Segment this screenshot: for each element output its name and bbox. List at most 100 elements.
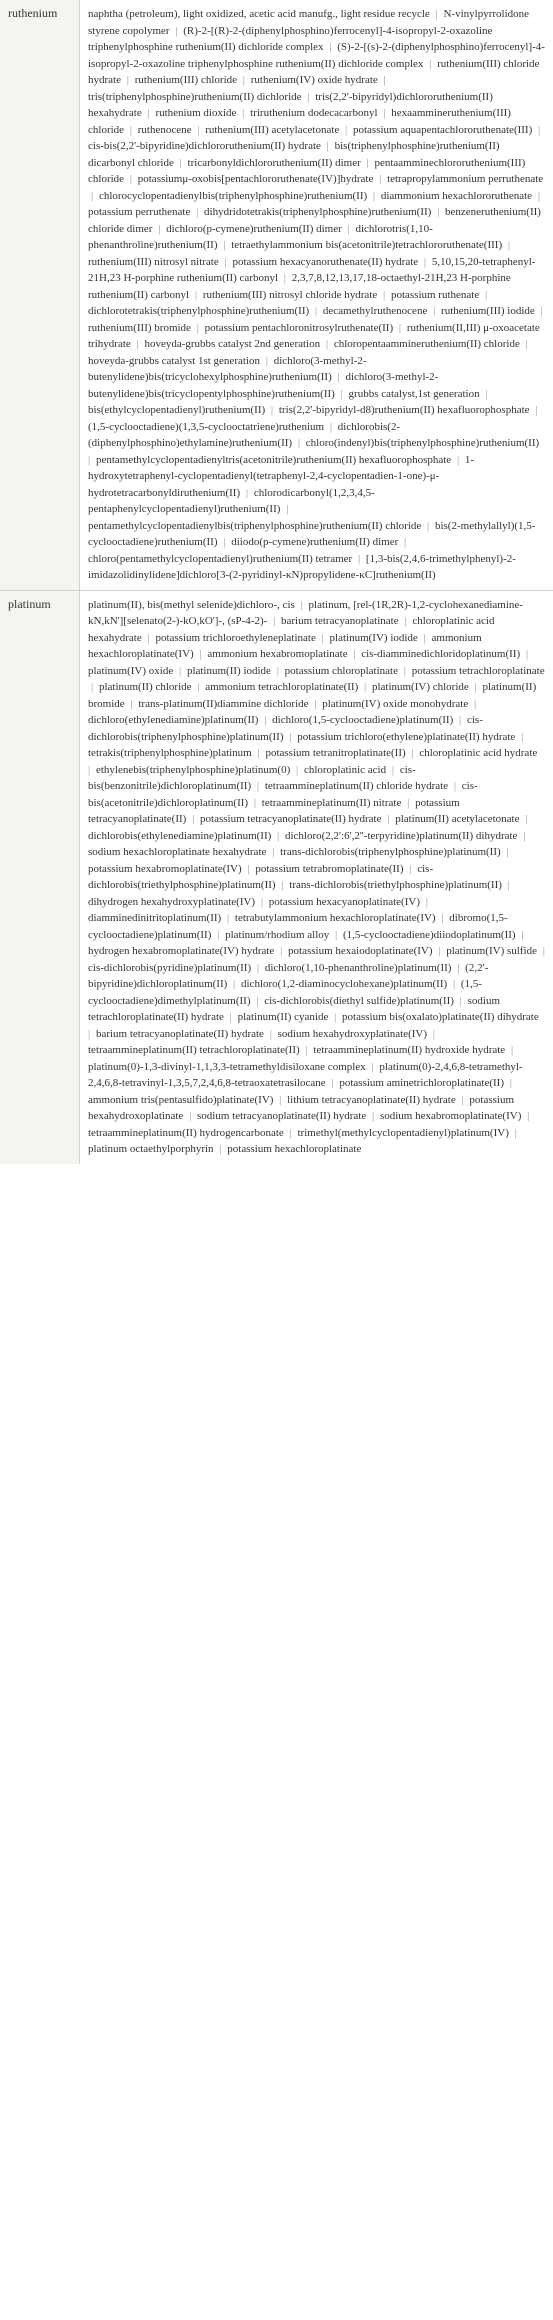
compound-item: potassium hexacyanoplatinate(IV): [269, 896, 420, 908]
compound-item: cis-dichlorobis(diethyl sulfide)platinum…: [264, 995, 454, 1007]
compound-item: ammonium tris(pentasulfido)platinate(IV): [88, 1094, 273, 1106]
compound-item: (1,5-cyclooctadiene)(1,3,5-cyclooctatrie…: [88, 421, 324, 433]
compound-item: hoveyda-grubbs catalyst 2nd generation: [144, 338, 320, 350]
compound-item: tricarbonyldichlororuthenium(II) dimer: [188, 157, 361, 169]
compound-item: ethylenebis(triphenylphosphine)platinum(…: [96, 764, 290, 776]
separator: |: [332, 929, 340, 941]
separator: |: [254, 780, 262, 792]
compound-item: tetraammineplatinum(II) nitrate: [262, 797, 402, 809]
separator: |: [245, 863, 253, 875]
compound-item: potassium tetranitroplatinate(II): [265, 747, 405, 759]
separator: |: [456, 714, 464, 726]
separator: |: [254, 962, 262, 974]
separator: |: [483, 388, 488, 400]
separator: |: [240, 74, 248, 86]
separator: |: [261, 714, 269, 726]
compound-item: dichloro(2,2':6',2''-terpyridine)platinu…: [285, 830, 517, 842]
compound-item: naphtha (petroleum), light oxidized, ace…: [88, 8, 430, 20]
separator: |: [303, 1044, 311, 1056]
separator: |: [519, 929, 524, 941]
compound-item: ruthenium(IV) oxide hydrate: [251, 74, 378, 86]
compound-item: ruthenium(III) nitrosyl chloride hydrate: [203, 289, 377, 301]
separator: |: [227, 1011, 235, 1023]
compound-item: potassium perruthenate: [88, 206, 190, 218]
separator: |: [217, 1143, 225, 1155]
compound-item: (1,5-cyclooctadiene)diiodoplatinum(II): [343, 929, 516, 941]
separator: |: [128, 698, 136, 710]
separator: |: [351, 648, 359, 660]
separator: |: [421, 632, 429, 644]
separator: |: [176, 665, 184, 677]
separator: |: [401, 536, 406, 548]
compound-item: hoveyda-grubbs catalyst 1st generation: [88, 355, 260, 367]
compound-item: potassium tetrachloroplatinate: [412, 665, 545, 677]
compound-item: ruthenium(III) bromide: [88, 322, 191, 334]
separator: |: [177, 157, 185, 169]
compound-item: cis-dichlorobis(pyridine)platinum(II): [88, 962, 251, 974]
separator: |: [472, 681, 480, 693]
separator: |: [409, 747, 417, 759]
separator: |: [287, 731, 295, 743]
compound-item: potassium trichloro(ethylene)platinate(I…: [297, 731, 515, 743]
compound-item: sodium hexachloroplatinate hexahydrate: [88, 846, 266, 858]
compound-item: potassium pentachloronitrosylruthenate(I…: [205, 322, 393, 334]
compound-item: platinum/rhodium alloy: [225, 929, 329, 941]
compound-item: dihydridotetrakis(triphenylphosphine)rut…: [204, 206, 431, 218]
separator: |: [342, 124, 350, 136]
compound-item: barium tetracyanoplatinate: [281, 615, 399, 627]
separator: |: [524, 1110, 529, 1122]
separator: |: [331, 1011, 339, 1023]
separator: |: [370, 190, 378, 202]
compound-item: tetraethylammonium bis(acetonitrile)tetr…: [231, 239, 502, 251]
separator: |: [283, 503, 288, 515]
compound-item: dihydrogen hexahydroxyplatinate(IV): [88, 896, 255, 908]
compound-item: ruthenium(III) iodide: [441, 305, 535, 317]
separator: |: [327, 421, 335, 433]
separator: |: [533, 404, 538, 416]
separator: |: [538, 305, 543, 317]
compound-item: potassium hexabromoplatinate(IV): [88, 863, 242, 875]
compound-item: pentamethylcyclopentadienyltris(acetonit…: [96, 454, 451, 466]
separator: |: [329, 1077, 337, 1089]
separator: |: [186, 1110, 194, 1122]
separator: |: [277, 945, 285, 957]
separator: |: [239, 107, 247, 119]
separator: |: [222, 256, 230, 268]
separator: |: [193, 206, 201, 218]
separator: |: [454, 962, 462, 974]
compound-item: tetraammineplatinum(II) tetrachloroplati…: [88, 1044, 300, 1056]
separator: |: [243, 487, 251, 499]
separator: |: [439, 912, 447, 924]
separator: |: [312, 698, 320, 710]
separator: |: [434, 206, 442, 218]
compound-item: potassium tetracyanoplatinate(II) hydrat…: [200, 813, 381, 825]
compound-item: potassium hexaiodoplatinate(IV): [288, 945, 433, 957]
compound-item: potassium aminetrichloroplatinate(II): [339, 1077, 504, 1089]
separator: |: [127, 173, 135, 185]
separator: |: [224, 912, 232, 924]
separator: |: [274, 665, 282, 677]
compound-item: diiodo(p-cymene)ruthenium(II) dimer: [231, 536, 398, 548]
separator: |: [269, 846, 277, 858]
compound-item: tetrapropylammonium perruthenate: [387, 173, 543, 185]
separator: |: [145, 632, 153, 644]
separator: |: [127, 124, 135, 136]
separator: |: [454, 454, 462, 466]
compound-item: pentamethylcyclopentadienylbis(triphenyl…: [88, 520, 421, 532]
compound-item: dichlorotetrakis(triphenylphosphine)ruth…: [88, 305, 309, 317]
compound-item: trimethyl(methylcyclopentadienyl)platinu…: [297, 1127, 508, 1139]
compound-item: potassium tetrabromoplatinate(II): [255, 863, 403, 875]
separator: |: [404, 797, 412, 809]
separator: |: [276, 1094, 284, 1106]
compound-item: chlorocyclopentadienylbis(triphenylphosp…: [99, 190, 367, 202]
compound-item: dichloro(ethylenediamine)platinum(II): [88, 714, 258, 726]
compound-item: platinum(II) acetylacetonate: [395, 813, 519, 825]
table-row: platinum platinum(II), bis(methyl seleni…: [0, 591, 553, 1164]
separator: |: [293, 764, 301, 776]
separator: |: [195, 681, 203, 693]
separator: |: [155, 223, 163, 235]
separator: |: [482, 289, 487, 301]
separator: |: [369, 1061, 377, 1073]
separator: |: [173, 25, 181, 37]
separator: |: [450, 978, 458, 990]
